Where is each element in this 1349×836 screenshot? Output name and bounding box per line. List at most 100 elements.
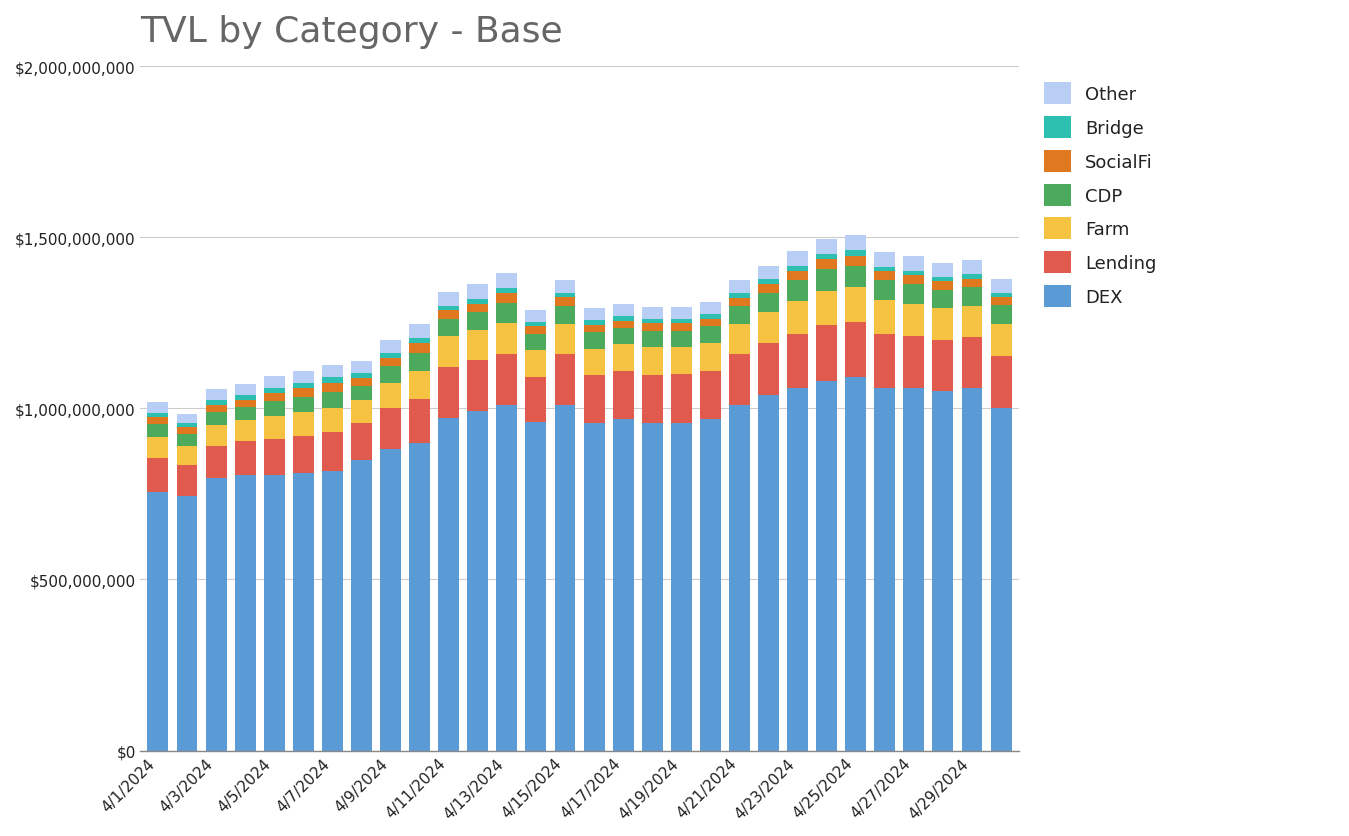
Bar: [758, 313, 778, 344]
Bar: [264, 440, 285, 476]
Bar: [351, 386, 372, 400]
Bar: [670, 347, 692, 375]
Bar: [322, 471, 343, 751]
Bar: [612, 420, 634, 751]
Bar: [962, 288, 982, 306]
Bar: [409, 371, 430, 400]
Bar: [438, 418, 459, 751]
Bar: [874, 334, 896, 388]
Bar: [177, 435, 197, 446]
Bar: [205, 390, 227, 401]
Bar: [351, 424, 372, 461]
Bar: [438, 320, 459, 337]
Legend: Other, Bridge, SocialFi, CDP, Farm, Lending, DEX: Other, Bridge, SocialFi, CDP, Farm, Lend…: [1036, 76, 1164, 314]
Bar: [554, 293, 576, 298]
Bar: [526, 350, 546, 377]
Bar: [642, 375, 662, 423]
Bar: [235, 408, 255, 421]
Bar: [874, 388, 896, 751]
Bar: [612, 344, 634, 372]
Bar: [554, 298, 576, 307]
Bar: [438, 293, 459, 306]
Bar: [526, 310, 546, 323]
Text: TVL by Category - Base: TVL by Category - Base: [140, 15, 563, 49]
Bar: [758, 293, 778, 313]
Bar: [322, 365, 343, 378]
Bar: [380, 409, 401, 449]
Bar: [816, 260, 838, 270]
Bar: [758, 285, 778, 293]
Bar: [409, 443, 430, 751]
Bar: [904, 389, 924, 751]
Bar: [235, 421, 255, 442]
Bar: [438, 368, 459, 418]
Bar: [147, 425, 169, 438]
Bar: [496, 303, 517, 324]
Bar: [642, 308, 662, 319]
Bar: [700, 303, 720, 315]
Bar: [293, 384, 314, 389]
Bar: [380, 383, 401, 409]
Bar: [874, 281, 896, 301]
Bar: [786, 389, 808, 751]
Bar: [728, 298, 750, 307]
Bar: [700, 343, 720, 371]
Bar: [467, 304, 488, 313]
Bar: [438, 311, 459, 320]
Bar: [177, 465, 197, 496]
Bar: [235, 400, 255, 408]
Bar: [409, 324, 430, 339]
Bar: [177, 415, 197, 424]
Bar: [728, 405, 750, 751]
Bar: [874, 268, 896, 272]
Bar: [846, 323, 866, 378]
Bar: [728, 354, 750, 405]
Bar: [962, 279, 982, 288]
Bar: [351, 362, 372, 374]
Bar: [962, 261, 982, 274]
Bar: [962, 274, 982, 279]
Bar: [409, 344, 430, 354]
Bar: [235, 395, 255, 400]
Bar: [874, 301, 896, 334]
Bar: [846, 378, 866, 751]
Bar: [496, 324, 517, 354]
Bar: [467, 361, 488, 411]
Bar: [205, 413, 227, 426]
Bar: [147, 413, 169, 417]
Bar: [904, 276, 924, 285]
Bar: [584, 321, 604, 325]
Bar: [642, 347, 662, 375]
Bar: [147, 492, 169, 751]
Bar: [584, 309, 604, 321]
Bar: [380, 340, 401, 354]
Bar: [526, 323, 546, 327]
Bar: [642, 332, 662, 347]
Bar: [264, 416, 285, 440]
Bar: [904, 257, 924, 272]
Bar: [758, 395, 778, 751]
Bar: [496, 354, 517, 405]
Bar: [700, 371, 720, 420]
Bar: [874, 253, 896, 268]
Bar: [322, 433, 343, 471]
Bar: [932, 278, 954, 282]
Bar: [612, 329, 634, 344]
Bar: [205, 401, 227, 405]
Bar: [409, 354, 430, 371]
Bar: [816, 270, 838, 291]
Bar: [700, 319, 720, 327]
Bar: [293, 436, 314, 473]
Bar: [554, 354, 576, 405]
Bar: [380, 354, 401, 358]
Bar: [612, 372, 634, 420]
Bar: [642, 319, 662, 324]
Bar: [816, 326, 838, 381]
Bar: [293, 473, 314, 751]
Bar: [526, 327, 546, 334]
Bar: [177, 496, 197, 751]
Bar: [264, 389, 285, 394]
Bar: [438, 306, 459, 311]
Bar: [786, 302, 808, 335]
Bar: [990, 324, 1012, 357]
